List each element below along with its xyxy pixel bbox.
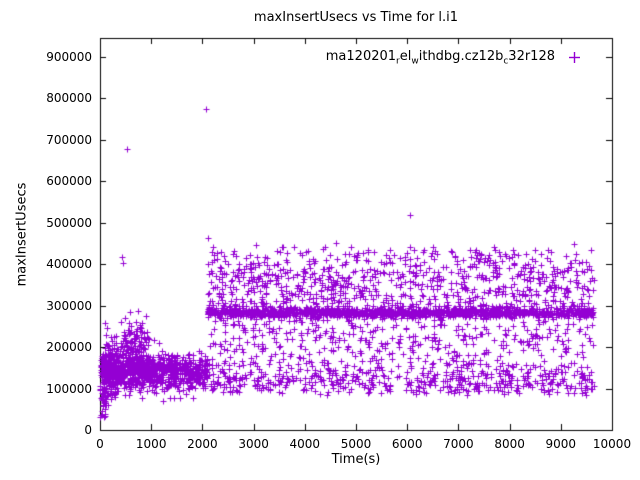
y-tick-label: 400000: [46, 257, 92, 272]
x-axis-label: Time(s): [331, 452, 381, 467]
y-tick-label: 700000: [46, 132, 92, 147]
x-tick-label: 2000: [187, 437, 218, 451]
x-tick-label: 5000: [340, 437, 372, 451]
x-tick-label: 7000: [443, 437, 474, 451]
legend-plus-marker-icon: [569, 52, 580, 64]
x-tick-label: 3000: [238, 437, 269, 451]
x-tick-label: 9000: [545, 437, 577, 451]
x-tick-label: 6000: [391, 437, 423, 451]
y-tick-label: 800000: [46, 91, 92, 106]
y-tick-label: 200000: [46, 340, 92, 355]
legend-label: ma120201relwithdbg.cz12bc32r128: [326, 49, 555, 67]
y-axis-label: maxInsertUsecs: [14, 182, 30, 287]
y-tick-label: 0: [84, 423, 92, 437]
x-tick-label: 10000: [592, 437, 632, 451]
legend-label-segment: c: [503, 56, 509, 67]
legend-label-segment: r: [396, 56, 400, 67]
y-tick-label: 500000: [46, 215, 92, 230]
legend-label-segment: ma120201: [325, 49, 397, 64]
y-tick-label: 300000: [46, 298, 92, 313]
legend: ma120201relwithdbg.cz12bc32r128: [326, 49, 580, 67]
y-tick-label: 100000: [46, 381, 92, 396]
legend-label-segment: ithdbg.cz12b: [418, 49, 504, 64]
legend-label-segment: el: [399, 49, 412, 64]
x-tick-label: 8000: [494, 437, 525, 451]
chart-title: maxInsertUsecs vs Time for l.i1: [253, 10, 459, 25]
y-tick-label: 600000: [46, 174, 92, 189]
y-tick-label: 900000: [46, 49, 92, 64]
x-tick-label: 1000: [135, 437, 167, 451]
legend-label-segment: w: [411, 56, 419, 67]
legend-label-segment: 32r128: [508, 49, 555, 64]
x-tick-label: 0: [96, 437, 104, 451]
x-tick-label: 4000: [289, 437, 321, 451]
